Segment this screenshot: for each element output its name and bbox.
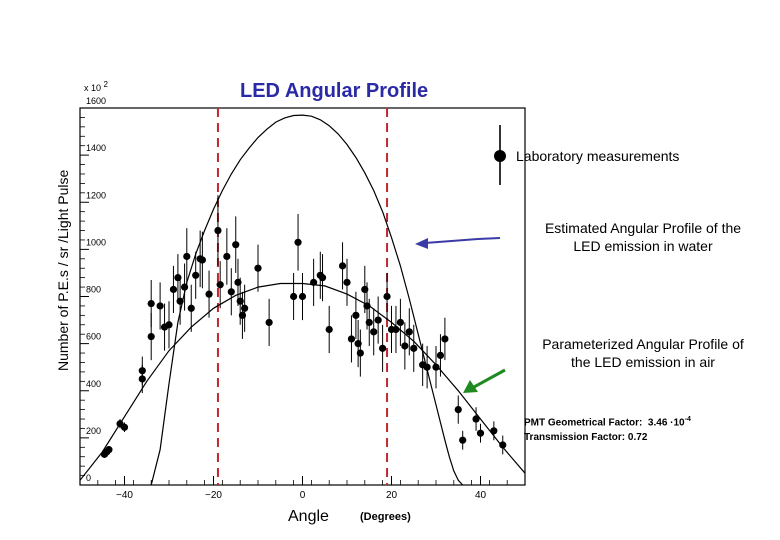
data-point xyxy=(310,278,318,286)
data-point xyxy=(265,318,273,327)
air-callout-line-1: Parameterized Angular Profile of xyxy=(542,336,744,352)
data-point xyxy=(379,344,387,352)
x-axis-units: (Degrees) xyxy=(360,511,411,523)
data-point xyxy=(365,318,373,327)
data-point xyxy=(472,415,480,423)
water-callout-line-2: LED emission in water xyxy=(573,238,713,254)
air-callout-arrow xyxy=(473,368,506,389)
data-point xyxy=(183,252,191,261)
data-point xyxy=(318,274,327,282)
x-tick-label: −20 xyxy=(205,490,222,501)
data-point xyxy=(180,283,189,291)
y-tick-label: 800 xyxy=(86,285,101,295)
factors-note: PMT Geometrical Factor: 3.46 ·10-4 Trans… xyxy=(524,412,691,445)
y-tick-label: 1600 xyxy=(86,96,106,106)
data-point xyxy=(227,288,235,296)
pmt-factor-exponent: -4 xyxy=(684,416,691,423)
x-tick-label: 40 xyxy=(475,490,487,501)
data-point xyxy=(241,304,249,312)
data-point xyxy=(423,363,431,371)
data-point xyxy=(325,325,333,334)
data-point xyxy=(187,304,195,312)
data-point xyxy=(459,436,467,444)
water-profile-callout: Estimated Angular Profile of the LED emi… xyxy=(498,219,780,255)
water-callout-arrow xyxy=(424,237,501,244)
data-point xyxy=(370,328,378,336)
data-point xyxy=(223,252,231,261)
data-point xyxy=(383,292,391,301)
data-point xyxy=(441,335,449,343)
data-point xyxy=(338,262,347,270)
water-arrow-head xyxy=(415,238,428,249)
data-point xyxy=(476,429,485,437)
data-point xyxy=(454,406,462,414)
pmt-factor-value: 3.46 ·10 xyxy=(647,417,685,429)
data-point xyxy=(298,292,307,301)
data-point xyxy=(290,292,298,301)
water-callout-line-1: Estimated Angular Profile of the xyxy=(544,220,742,236)
data-point xyxy=(405,328,413,336)
data-point xyxy=(216,281,224,289)
y-tick-label: 600 xyxy=(86,332,101,342)
legend-marker xyxy=(494,150,506,162)
transmission-factor-label: Transmission Factor: xyxy=(524,432,626,444)
data-point xyxy=(401,342,409,350)
data-point xyxy=(392,325,400,334)
data-point xyxy=(232,241,240,249)
transmission-factor-value: 0.72 xyxy=(627,432,648,444)
data-point xyxy=(356,349,364,357)
data-point xyxy=(120,423,129,431)
y-tick-label: 1200 xyxy=(86,190,106,200)
data-point xyxy=(147,299,155,308)
chart-title: LED Angular Profile xyxy=(240,80,429,102)
data-point xyxy=(499,441,507,449)
y-axis-label: Number of P.E.s / sr /Light Pulse xyxy=(55,169,71,371)
data-point xyxy=(396,318,404,327)
data-point xyxy=(198,256,206,264)
x-tick-label: 0 xyxy=(300,490,306,501)
data-point xyxy=(156,302,164,310)
data-point xyxy=(343,278,351,286)
y-tick-label: 200 xyxy=(86,426,101,436)
x-tick-label: −40 xyxy=(116,490,133,501)
data-point xyxy=(165,321,173,329)
y-tick-label: 1000 xyxy=(86,237,106,247)
data-point xyxy=(205,290,213,298)
data-point xyxy=(169,285,178,294)
data-point xyxy=(254,264,262,272)
data-point xyxy=(352,311,360,319)
y-tick-label: 400 xyxy=(86,379,101,389)
y-axis-multiplier: x 10 2 xyxy=(84,80,108,93)
data-point xyxy=(374,316,382,324)
pmt-factor: PMT Geometrical Factor: 3.46 ·10-4 xyxy=(524,412,691,430)
legend-entry-label: Laboratory measurements xyxy=(516,148,680,164)
data-point xyxy=(347,335,356,343)
air-callout-line-2: the LED emission in air xyxy=(571,354,715,370)
transmission-factor: Transmission Factor: 0.72 xyxy=(524,430,691,445)
y-multiplier-base: x 10 xyxy=(84,83,102,93)
y-tick-label: 1400 xyxy=(86,143,106,153)
x-tick-label: 20 xyxy=(386,490,398,501)
data-point xyxy=(105,446,113,454)
x-axis-label: Angle xyxy=(288,508,329,525)
data-point xyxy=(192,271,200,279)
data-point xyxy=(410,344,418,352)
data-point xyxy=(436,351,445,360)
pmt-factor-label: PMT Geometrical Factor: xyxy=(524,417,643,429)
air-profile-callout: Parameterized Angular Profile of the LED… xyxy=(498,335,780,371)
data-point xyxy=(147,332,155,341)
y-tick-label: 0 xyxy=(86,473,91,483)
data-point xyxy=(294,238,302,246)
water-profile-curve xyxy=(150,114,464,485)
data-point xyxy=(176,297,184,305)
air-arrow-head xyxy=(463,380,478,393)
y-multiplier-exponent: 2 xyxy=(103,80,108,89)
data-point xyxy=(432,363,440,371)
data-point xyxy=(138,367,146,375)
data-point xyxy=(490,427,498,435)
data-point xyxy=(214,226,222,235)
